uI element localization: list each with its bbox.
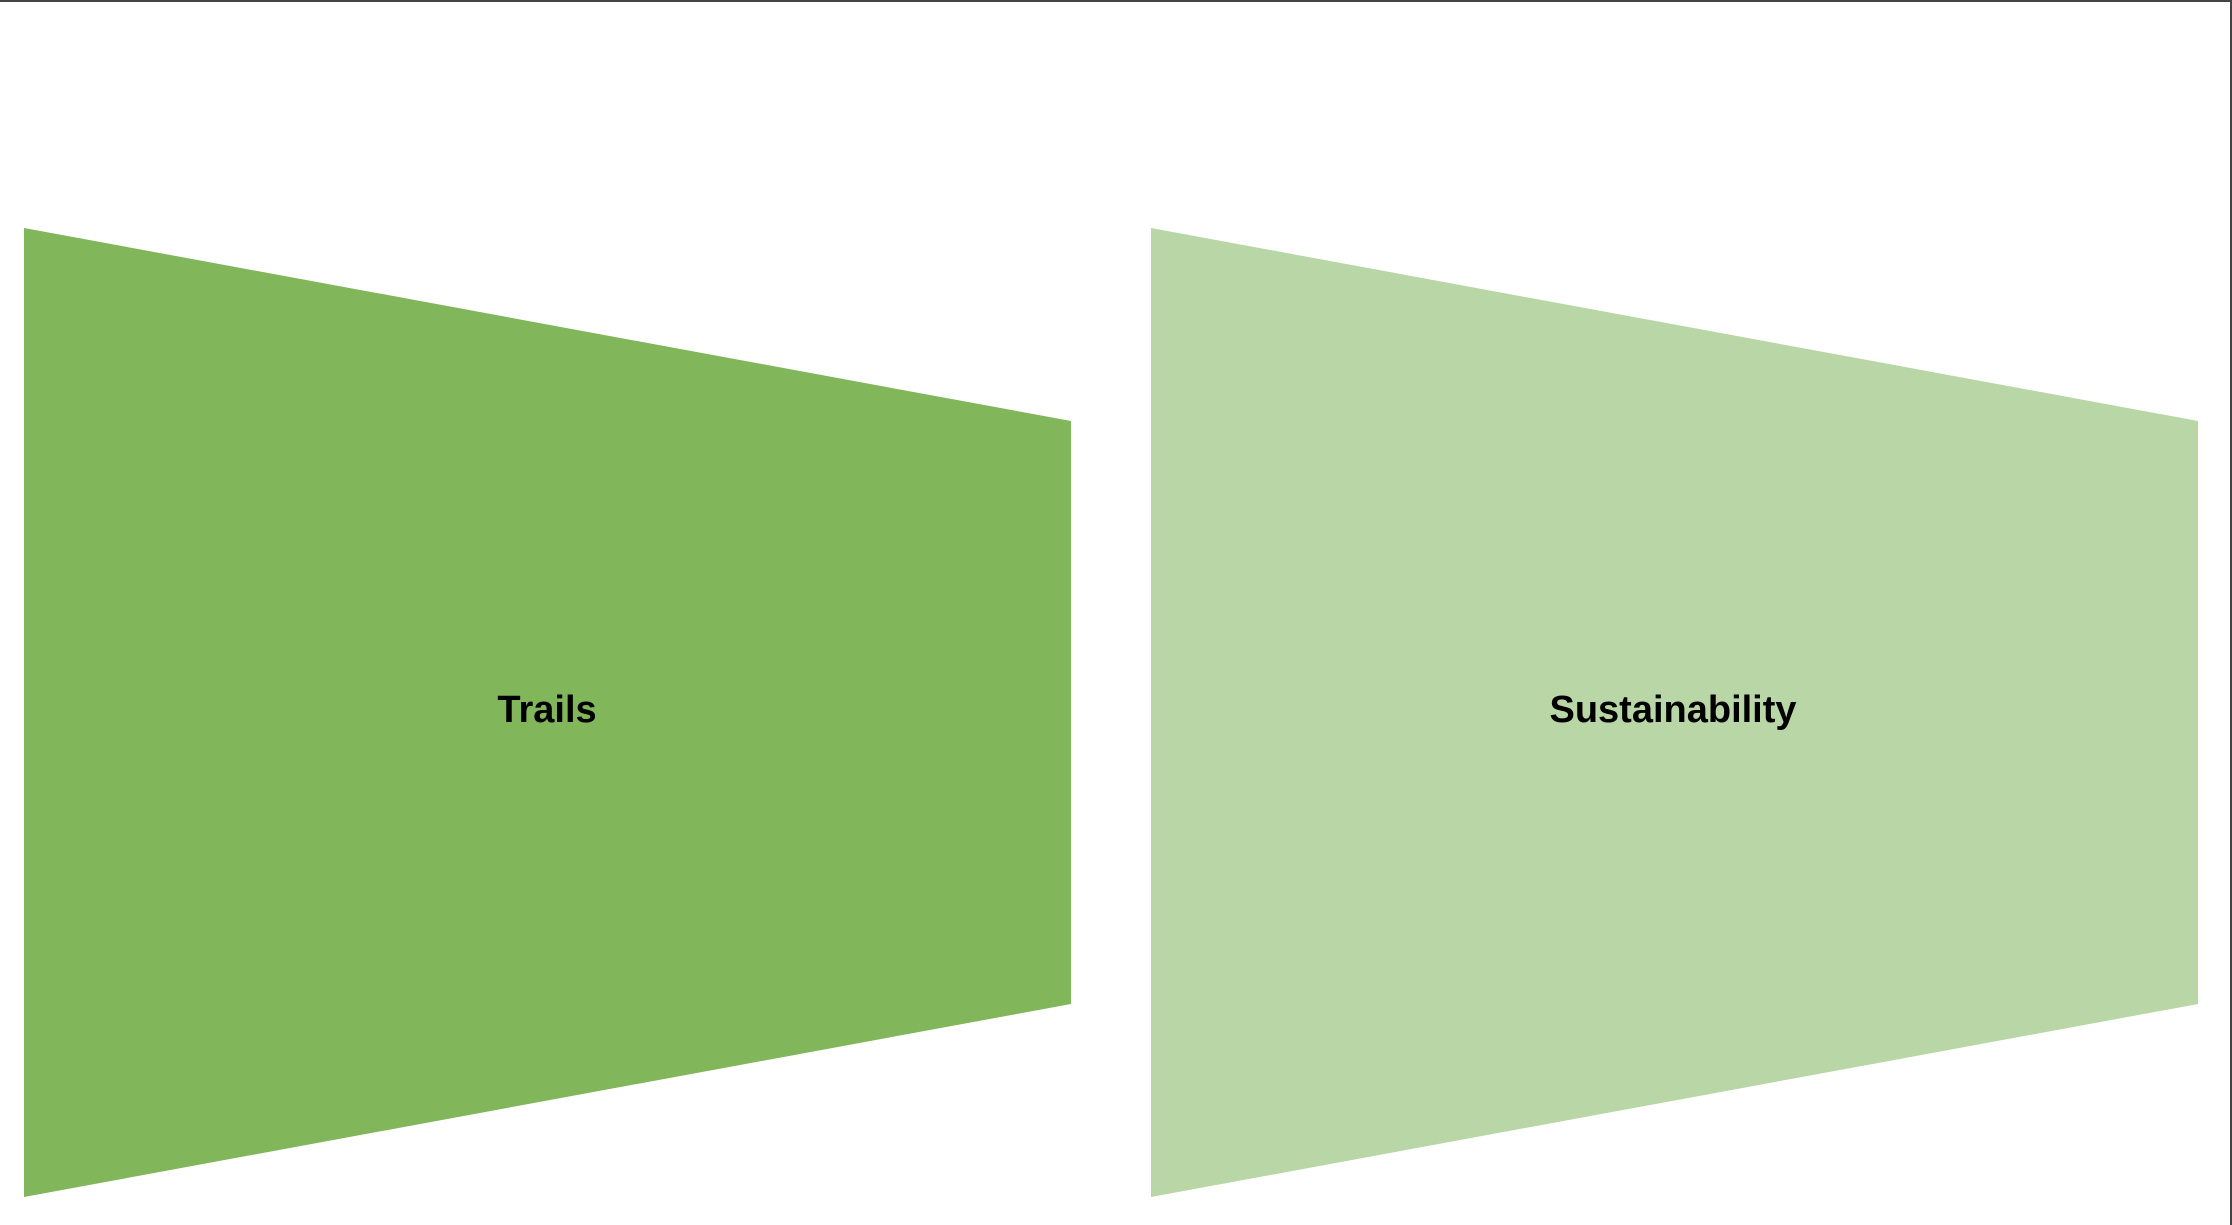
trapezoid-sustainability <box>1151 228 2198 1197</box>
shape-trails: Trails <box>24 228 1071 1197</box>
trapezoid-trails <box>24 228 1071 1197</box>
label-sustainability: Sustainability <box>1549 689 1796 731</box>
shape-sustainability: Sustainability <box>1151 228 2198 1197</box>
label-trails: Trails <box>497 689 596 731</box>
